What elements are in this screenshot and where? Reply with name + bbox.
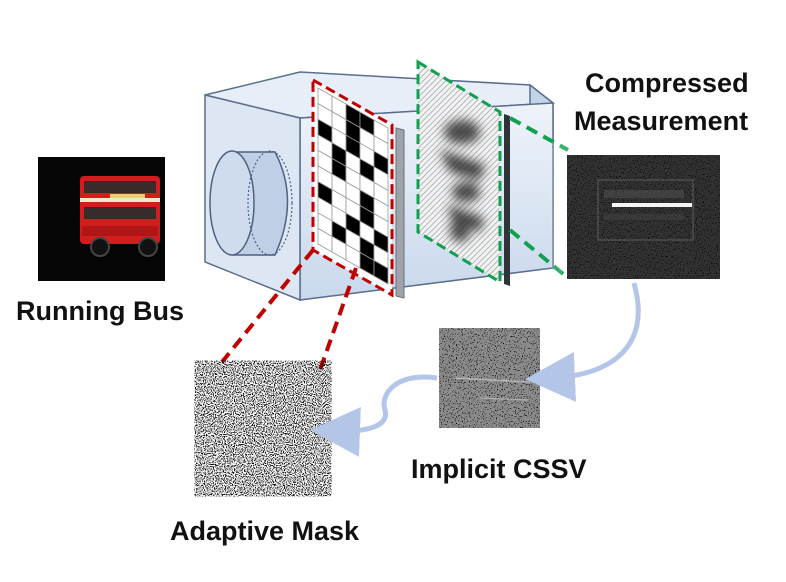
compressed-measurement-label-line2: Measurement <box>574 106 749 136</box>
compressed-measurement-image <box>567 155 720 279</box>
bus-wheel-rear <box>138 237 158 257</box>
compressed-measurement-label-line1: Compressed <box>585 68 749 98</box>
blurred-scene <box>440 120 485 242</box>
mask-holder-plate <box>395 127 405 299</box>
lens <box>209 150 293 256</box>
adaptive-mask-label: Adaptive Mask <box>170 516 360 546</box>
coded-mask-cell <box>373 259 389 285</box>
running-bus-label: Running Bus <box>16 296 184 326</box>
sensor-plate <box>504 114 510 286</box>
bus-wheel-front <box>90 237 110 257</box>
sensor-projection-line-top <box>509 116 569 152</box>
lens-front-ring <box>209 150 255 256</box>
coded-mask <box>311 77 405 299</box>
running-bus-image <box>38 157 165 281</box>
sensor-plane <box>416 59 510 286</box>
implicit-cssv-image <box>439 328 540 428</box>
coded-mask-grid <box>317 87 389 285</box>
lens-back-ring <box>247 150 293 256</box>
arrow-cssv-to-mask <box>310 374 438 457</box>
arrow-measurement-to-cssv <box>525 282 641 402</box>
sensor-projection-line-bottom <box>508 228 570 280</box>
mask-projection-line-left <box>220 248 315 364</box>
measurement-bright-streak <box>612 203 692 207</box>
adaptive-mask-image <box>206 372 320 485</box>
implicit-cssv-label: Implicit CSSV <box>411 454 587 484</box>
